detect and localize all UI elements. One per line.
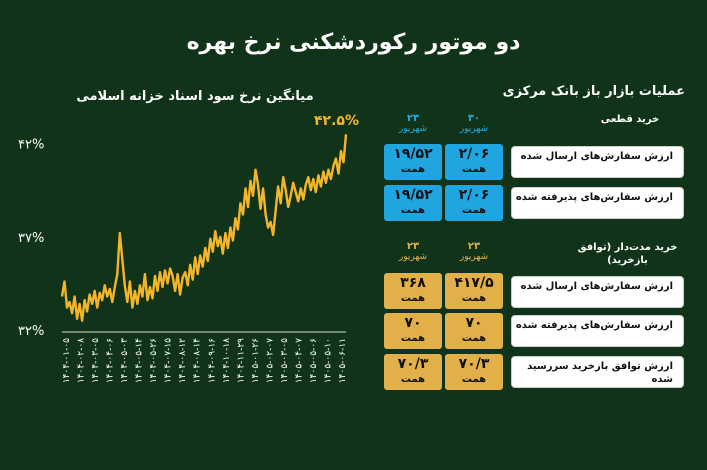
value-cell: ۷۰/۳ همت <box>384 354 442 390</box>
row-label: ارزش توافق بازخرید سررسید شده <box>511 356 684 388</box>
x-tick-label: ۱۴۰۴-۱۱-۲۹ <box>236 338 246 383</box>
rate-line-chart: ۳۲% ۳۷% ۴۲% ۱۴۰۴-۰۱-۰۵ ۱۴۰۴-۰۲-۰۸ ۱۴۰۴-۰۳-۰۵ ۱… <box>18 134 348 383</box>
ops-title: عملیات بازار باز بانک مرکزی <box>502 84 685 99</box>
value-cell: ۲/۰۶ همت <box>445 144 503 180</box>
x-tick-label: ۱۴۰۴-۰۳-۰۵ <box>91 338 101 383</box>
chart-title: میانگین نرخ سود اسناد خزانه اسلامی <box>76 89 314 104</box>
section-repo-title: خرید مدت‌دار (توافق بازخرید) <box>577 242 678 266</box>
value-cell: ۱۹/۵۲ همت <box>384 185 442 221</box>
x-tick-label: ۱۴۰۴-۰۲-۰۸ <box>77 338 87 383</box>
x-tick-label: ۱۴۰۵-۰۵-۱۰ <box>323 338 333 383</box>
y-tick-label: ۴۲% <box>18 138 44 153</box>
x-tick-label: ۱۴۰۵-۰۱-۲۶ <box>251 338 261 383</box>
x-tick-label: ۱۴۰۴-۰۸-۱۴ <box>193 338 203 383</box>
x-tick-label: ۱۴۰۴-۰۱-۰۵ <box>62 338 72 383</box>
x-tick-label: ۱۴۰۴-۰۵-۰۳ <box>120 338 130 383</box>
peak-annotation: ۴۲.۵% <box>314 113 359 129</box>
value-cell: ۷۰/۳ همت <box>445 354 503 390</box>
col-header: ۲۳ شهریور <box>398 241 428 262</box>
x-tick-label: ۱۴۰۴-۱۰-۱۸ <box>222 338 232 383</box>
y-tick-label: ۳۲% <box>18 324 44 339</box>
x-tick-label: ۱۴۰۵-۰۲-۰۷ <box>265 338 275 383</box>
section-outright-title: خرید قطعی <box>600 114 660 125</box>
y-tick-label: ۳۷% <box>18 231 44 246</box>
page-title: دو موتور رکوردشکنی نرخ بهره <box>186 30 521 55</box>
x-tick-label: ۱۴۰۵-۰۵-۰۶ <box>309 338 319 383</box>
row-label: ارزش سفارش‌های ارسال شده <box>511 146 684 178</box>
x-tick-label: ۱۴۰۴-۰۴-۰۶ <box>106 338 116 383</box>
x-tick-label: ۱۴۰۵-۰۶-۱۱ <box>338 338 348 383</box>
col-header: ۲۳ شهریور <box>398 113 428 134</box>
x-tick-label: ۱۴۰۴-۰۸-۱۲ <box>178 338 188 383</box>
col-header: ۳۰ شهریور <box>459 113 489 134</box>
col-header: ۲۳ شهریور <box>459 241 489 262</box>
x-tick-label: ۱۴۰۴-۰۵-۲۶ <box>149 338 159 383</box>
value-cell: ۷۰ همت <box>384 313 442 349</box>
row-label: ارزش سفارش‌های ارسال شده <box>511 276 684 308</box>
x-tick-label: ۱۴۰۴-۰۵-۱۴ <box>135 338 145 383</box>
x-tick-label: ۱۴۰۵-۰۴-۰۷ <box>294 338 304 383</box>
value-cell: ۷۰ همت <box>445 313 503 349</box>
value-cell: ۲/۰۶ همت <box>445 185 503 221</box>
row-label: ارزش سفارش‌های پذیرفته شده <box>511 315 684 347</box>
value-cell: ۱۹/۵۲ همت <box>384 144 442 180</box>
row-label: ارزش سفارش‌های پذیرفته شده <box>511 187 684 219</box>
x-tick-label: ۱۴۰۴-۰۹-۱۶ <box>207 338 217 383</box>
value-cell: ۳۶۸ همت <box>384 273 442 309</box>
x-tick-label: ۱۴۰۴-۰۷-۱۵ <box>164 338 174 383</box>
x-tick-label: ۱۴۰۵-۰۳-۰۵ <box>280 338 290 383</box>
series-line <box>60 134 348 322</box>
value-cell: ۴۱۷/۵ همت <box>445 273 503 309</box>
